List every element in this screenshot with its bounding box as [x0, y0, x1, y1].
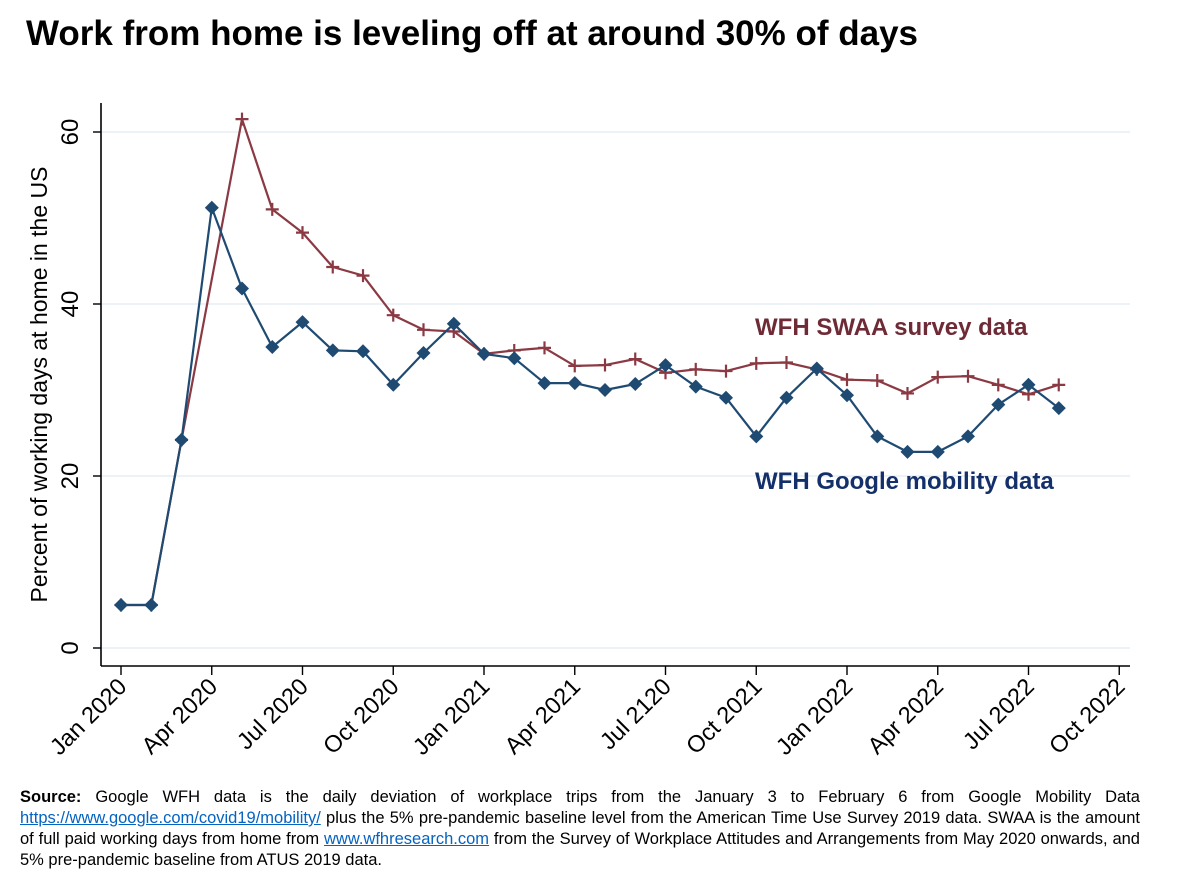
data-point	[416, 346, 431, 360]
y-tick-label: 0	[57, 641, 84, 654]
data-point	[930, 444, 945, 459]
source-lead: Source:	[20, 788, 82, 806]
data-point	[809, 361, 824, 376]
gridlines	[102, 131, 1130, 649]
x-tick-label: Jul 2120	[595, 673, 676, 754]
data-point	[265, 202, 279, 216]
data-point	[719, 364, 733, 378]
swaa-series-label: WFH SWAA survey data	[755, 314, 1028, 341]
x-tick-label: Apr 2021	[499, 673, 585, 759]
data-point	[840, 373, 854, 387]
data-point	[961, 429, 975, 444]
x-tick-label: Apr 2022	[862, 673, 948, 759]
series-swaa	[114, 112, 1066, 612]
data-point	[204, 200, 219, 215]
wfhresearch-link[interactable]: www.wfhresearch.com	[324, 830, 490, 848]
source-text-3: from the Survey of Workplace Attitudes a…	[20, 830, 1140, 869]
data-point	[931, 370, 945, 384]
x-tick-label: Apr 2020	[136, 673, 222, 759]
data-point	[537, 376, 552, 391]
data-point	[174, 432, 189, 447]
annotation-layer: WFH SWAA survey data WFH Google mobility …	[755, 314, 1054, 495]
data-point	[477, 346, 491, 361]
google-series-label: WFH Google mobility data	[755, 468, 1054, 495]
data-point	[446, 316, 461, 331]
x-tick-label: Jul 2022	[958, 673, 1039, 754]
data-point	[991, 378, 1005, 392]
data-point	[870, 429, 885, 444]
y-axis-label: Percent of working days at home in the U…	[26, 167, 52, 603]
data-point	[780, 355, 793, 369]
data-point	[325, 343, 340, 358]
google-mobility-link[interactable]: https://www.google.com/covid19/mobility/	[20, 809, 321, 827]
data-point	[1052, 378, 1066, 392]
data-point	[296, 226, 309, 240]
data-point	[507, 351, 522, 366]
data-point	[417, 323, 430, 337]
series-google	[114, 200, 1066, 612]
x-tick-label: Oct 2022	[1044, 673, 1130, 759]
data-point	[144, 598, 159, 612]
data-point	[386, 377, 401, 392]
x-tick-label: Oct 2021	[681, 673, 767, 759]
data-point	[628, 377, 643, 391]
data-point	[991, 397, 1006, 412]
data-point	[689, 362, 703, 376]
data-point	[901, 386, 914, 400]
data-point	[114, 598, 128, 612]
chart-title: Work from home is leveling off at around…	[26, 14, 919, 53]
series-line	[121, 117, 1060, 607]
data-point	[538, 341, 551, 355]
data-point	[568, 359, 582, 373]
x-tick-label: Oct 2020	[318, 673, 404, 759]
y-tick-label: 60	[57, 119, 84, 146]
data-point	[1051, 401, 1066, 416]
data-point	[598, 383, 612, 397]
y-tick-label: 40	[57, 291, 84, 318]
data-point	[386, 308, 400, 322]
data-point	[658, 358, 673, 373]
series-line	[121, 206, 1060, 607]
data-point	[295, 315, 310, 330]
data-point	[779, 390, 794, 405]
data-point	[719, 390, 733, 405]
data-point	[356, 269, 370, 283]
series-layer	[114, 112, 1066, 612]
data-point	[840, 388, 854, 403]
data-point	[567, 376, 582, 391]
data-point	[235, 281, 249, 296]
data-point	[870, 374, 884, 388]
data-point	[1021, 377, 1036, 392]
x-tick-label: Jan 2021	[408, 673, 495, 760]
source-text-1: Google WFH data is the daily deviation o…	[81, 788, 1140, 806]
data-point	[749, 356, 763, 370]
data-point	[900, 444, 915, 459]
y-tick-label: 20	[57, 463, 84, 490]
data-point	[749, 429, 764, 444]
source-text-2: plus the 5% pre-pandemic baseline level …	[20, 809, 1140, 848]
data-point	[326, 260, 340, 274]
data-point	[961, 369, 975, 383]
data-point	[235, 112, 249, 126]
data-point	[628, 352, 642, 366]
data-point	[356, 344, 370, 359]
data-point	[265, 340, 280, 354]
x-tick-label: Jan 2020	[45, 673, 132, 760]
x-tick-label: Jul 2020	[232, 673, 313, 754]
data-point	[598, 358, 612, 372]
x-tick-label: Jan 2022	[771, 673, 858, 760]
source-note: Source: Google WFH data is the daily dev…	[20, 787, 1140, 871]
data-point	[688, 379, 703, 394]
